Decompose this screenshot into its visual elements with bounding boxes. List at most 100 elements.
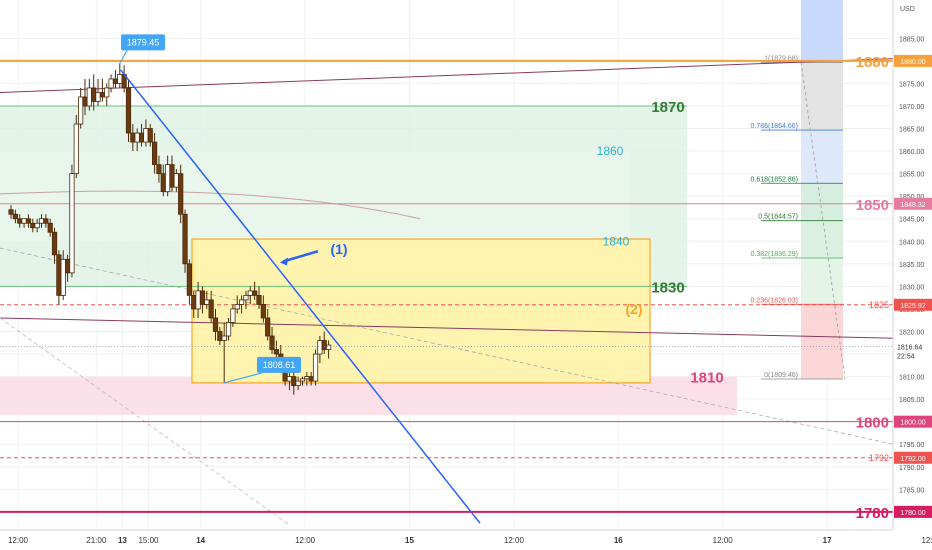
low-callout-text: 1808.61 [263, 360, 296, 370]
candle-body [312, 353, 319, 382]
y-tick-label: 1785.00 [899, 487, 924, 494]
axis-tag-text: 1780.00 [900, 510, 925, 517]
y-tick-label: 1865.00 [899, 127, 924, 134]
candle-body [151, 141, 158, 166]
candle-body [12, 213, 18, 220]
y-tick-label: 1885.00 [899, 36, 924, 43]
candle-body [238, 299, 245, 305]
candle-body [291, 376, 297, 387]
y-tick-label: 1840.00 [899, 239, 924, 246]
zone-label: 1830 [651, 279, 684, 296]
axis-tag-text: 1848.32 [900, 202, 925, 209]
blue-trendline [120, 69, 481, 524]
annotation-2: (2) [625, 301, 642, 317]
candle-body [208, 299, 214, 319]
axis-tag-text: 1800.00 [900, 420, 925, 427]
y-tick-label: 1845.00 [899, 217, 924, 224]
candle-body [108, 78, 114, 89]
candle-body [321, 340, 327, 350]
candle-body [117, 74, 123, 84]
candle-body [130, 132, 136, 143]
candle-body [178, 173, 184, 215]
candle-body [295, 380, 301, 387]
candle-body [304, 376, 310, 380]
candle-body [69, 173, 75, 274]
candle-body [191, 295, 197, 310]
candle-body [34, 222, 40, 229]
candle-body [286, 376, 293, 382]
level-label: 1792 [869, 453, 889, 463]
level-label: 1850 [856, 197, 889, 214]
candle-body [221, 335, 227, 341]
moving-average [0, 190, 421, 220]
candle-body [165, 164, 171, 193]
candle-body [17, 218, 23, 224]
candle-body [8, 209, 14, 215]
candle-body [317, 340, 323, 355]
candle-body [99, 92, 105, 98]
candle-body [252, 290, 258, 296]
candle-body [186, 263, 192, 296]
fib-zone-5 [801, 258, 843, 305]
fib-label: 0(1809.46) [764, 372, 798, 379]
x-tick-label: 12:00 [921, 536, 932, 545]
candle-body [47, 222, 53, 233]
candle-body [212, 317, 219, 332]
candle-body [147, 128, 153, 143]
x-tick-label: 12:00 [504, 536, 525, 545]
y-tick-label: 1860.00 [899, 149, 924, 156]
candle-body [138, 132, 145, 143]
y-tick-label: 1795.00 [899, 442, 924, 449]
y-tick-label: 1805.00 [899, 397, 924, 404]
axis-tag-bg [894, 54, 932, 67]
fib-label: 0.618(1852.86) [751, 176, 798, 183]
candle-body [156, 164, 162, 175]
x-tick-label: 12:00 [713, 536, 734, 545]
candle-body [112, 78, 119, 84]
candle-body [60, 258, 66, 296]
candle-body [160, 173, 166, 193]
candle-body [91, 87, 97, 102]
candle-body [234, 304, 240, 310]
candle-body [243, 295, 249, 301]
fib-zone-3 [801, 183, 843, 221]
candle-body [43, 218, 49, 224]
time-axis-bg [0, 530, 893, 550]
y-tick-label: 1830.00 [899, 284, 924, 291]
zone-label: 1810 [690, 370, 723, 387]
candle-body [265, 317, 271, 337]
axis-tag-text: 1792.00 [900, 456, 925, 463]
fib-label: 1(1879.68) [764, 55, 798, 62]
fib-diagonal [800, 62, 846, 380]
candle-body [299, 378, 306, 382]
candle-body [230, 308, 236, 323]
candle-body [64, 258, 71, 274]
candle-body [73, 123, 79, 175]
high-callout-pointer [119, 50, 128, 64]
x-tick-label: 21:00 [86, 536, 107, 545]
fib-zone-4 [801, 220, 843, 259]
fib-label: 0.786(1864.66) [751, 123, 798, 130]
candle-body [134, 132, 140, 143]
candle-body [247, 290, 253, 296]
zone-green-inner [0, 151, 630, 242]
candle-body [269, 335, 275, 350]
fib-top-ext [801, 0, 843, 63]
candle-body [143, 128, 149, 143]
y-tick-label: 1870.00 [899, 104, 924, 111]
axis-tag-bg [894, 197, 932, 210]
x-tick-label: 16 [614, 536, 623, 545]
axis-tag-bg [894, 415, 932, 428]
candle-body [125, 87, 132, 134]
current-price-tag-bg [894, 340, 932, 361]
annotation-1: (1) [330, 241, 347, 257]
dashed-trend [0, 247, 894, 445]
x-tick-label: 14 [196, 536, 205, 545]
fib-label: 0.382(1836.29) [751, 251, 798, 258]
candle-body [169, 164, 175, 188]
candle-body [30, 222, 36, 229]
x-tick-label: 12:00 [295, 536, 316, 545]
channel-line-bottom [0, 317, 894, 339]
